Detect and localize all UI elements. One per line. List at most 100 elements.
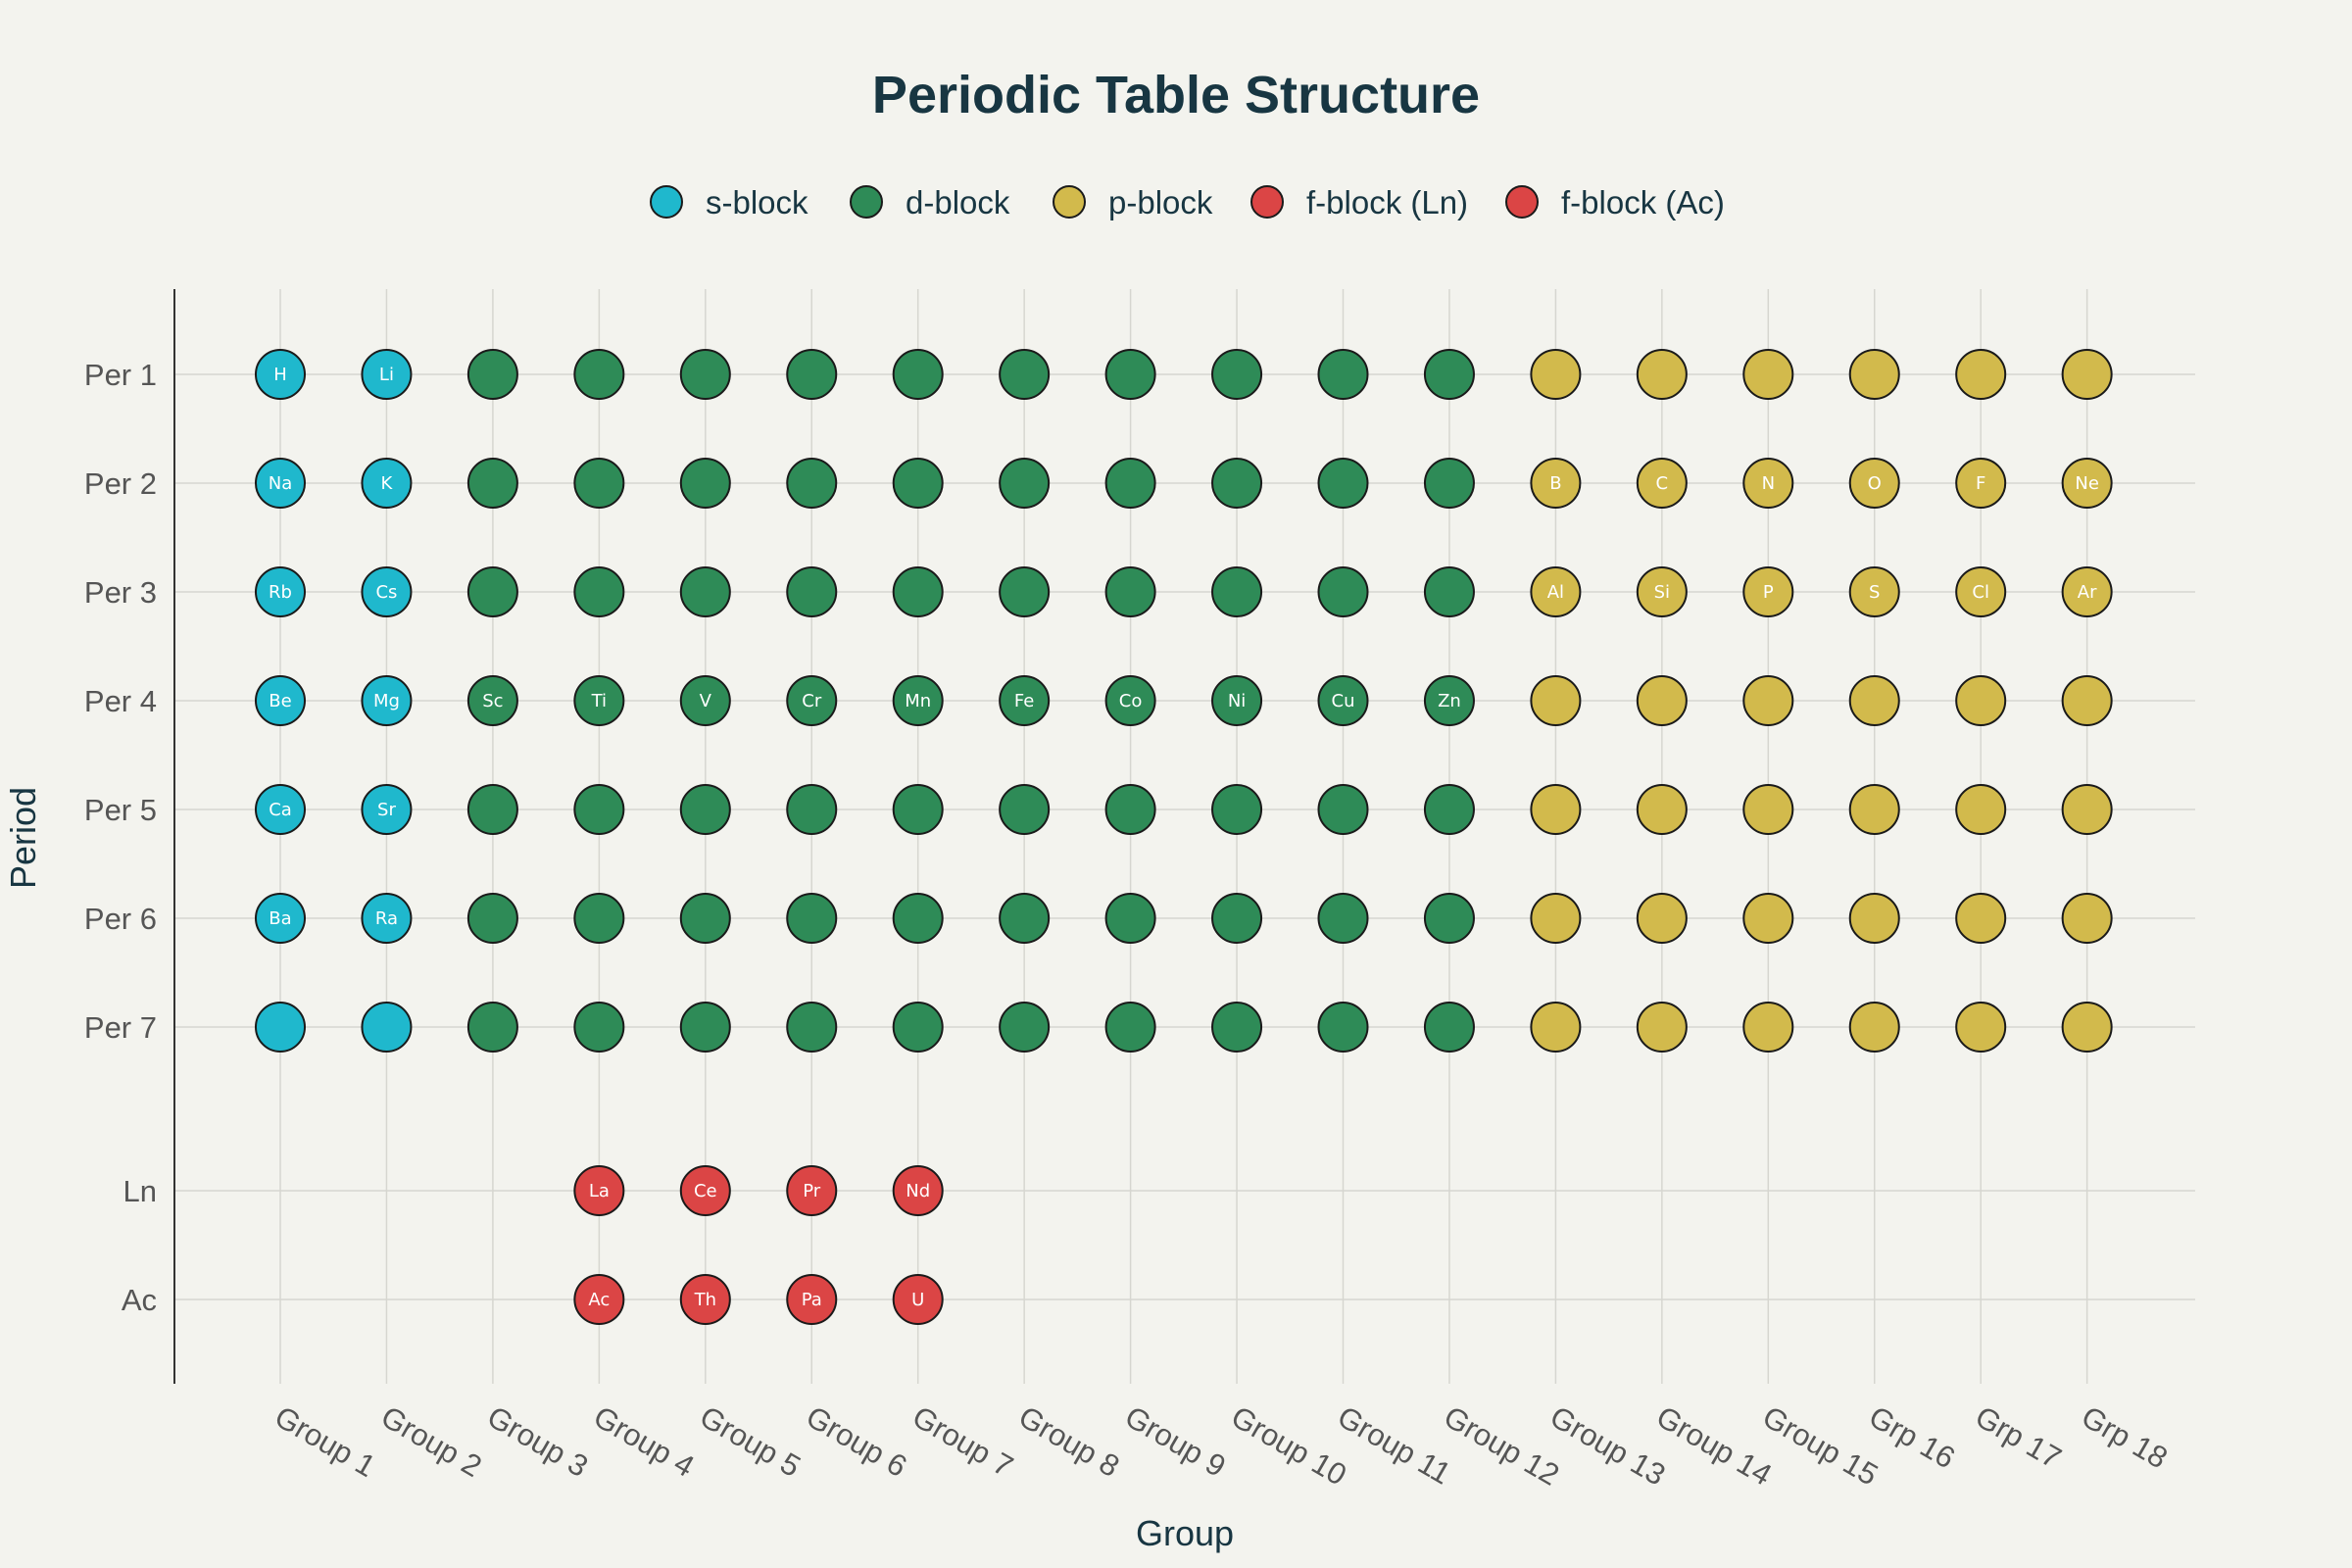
- data-point-label: Fe: [1014, 691, 1034, 711]
- data-point: [1317, 566, 1369, 617]
- legend-marker: [650, 185, 683, 219]
- data-point: [1742, 566, 1794, 617]
- data-point-label: Sr: [377, 800, 396, 820]
- x-tick-label: Group 2: [375, 1399, 488, 1484]
- data-point: [1423, 784, 1475, 835]
- data-point: [1955, 893, 2007, 944]
- data-point: [573, 1165, 625, 1216]
- data-point: [573, 566, 625, 617]
- legend-marker: [1505, 185, 1539, 219]
- x-tick-label: Group 10: [1226, 1399, 1352, 1493]
- y-tick-label: Per 6: [84, 902, 157, 936]
- data-point-label: F: [1976, 473, 1985, 494]
- data-point-label: Cs: [375, 582, 397, 603]
- data-point: [1742, 675, 1794, 726]
- data-point: [1211, 1002, 1263, 1053]
- data-point: [1104, 784, 1156, 835]
- data-point: [679, 1274, 731, 1325]
- legend-label: f-block (Ln): [1306, 184, 1468, 220]
- legend: s-block d-block p-block f-block (Ln) f-block…: [650, 184, 1725, 220]
- x-tick-label: Group 13: [1544, 1399, 1671, 1493]
- data-point: [573, 675, 625, 726]
- data-point: [1742, 458, 1794, 509]
- data-point-label: Nd: [906, 1181, 930, 1201]
- data-point: [1211, 349, 1263, 400]
- x-tick-label: Grp 17: [1970, 1399, 2068, 1476]
- legend-label: d-block: [906, 184, 1010, 220]
- data-point: [255, 566, 306, 617]
- data-point: [1530, 675, 1582, 726]
- legend-marker: [1053, 185, 1086, 219]
- data-point: [1636, 1002, 1688, 1053]
- x-tick-label: Group 9: [1119, 1399, 1232, 1484]
- data-point: [361, 458, 413, 509]
- data-point: [2061, 784, 2113, 835]
- data-point: [1104, 1002, 1156, 1053]
- data-point: [1104, 675, 1156, 726]
- data-point: [999, 566, 1051, 617]
- data-point: [361, 1002, 413, 1053]
- data-point: [1423, 566, 1475, 617]
- data-point: [1211, 893, 1263, 944]
- data-point: [1955, 458, 2007, 509]
- data-point: [1423, 675, 1475, 726]
- x-tick-label: Group 4: [588, 1399, 701, 1484]
- data-point: [999, 784, 1051, 835]
- y-tick-label: Ln: [123, 1174, 157, 1208]
- data-point: [255, 458, 306, 509]
- data-point: [1530, 566, 1582, 617]
- x-tick-label: Group 14: [1650, 1399, 1777, 1493]
- x-tick-label: Group 11: [1332, 1399, 1456, 1492]
- data-point-label: U: [911, 1290, 924, 1310]
- data-point-label: Ca: [269, 800, 292, 820]
- data-point: [1530, 349, 1582, 400]
- data-point: [1742, 349, 1794, 400]
- data-point: [466, 458, 518, 509]
- data-point: [892, 784, 944, 835]
- data-point: [466, 349, 518, 400]
- data-point: [892, 1274, 944, 1325]
- data-point: [361, 784, 413, 835]
- legend-label: p-block: [1108, 184, 1213, 220]
- data-point: [892, 675, 944, 726]
- x-axis-label: Group: [1136, 1513, 1234, 1553]
- chart-title: Periodic Table Structure: [872, 66, 1480, 124]
- data-point: [679, 784, 731, 835]
- x-tick-label: Group 8: [1013, 1399, 1126, 1484]
- data-point: [1848, 566, 1900, 617]
- data-point: [1848, 675, 1900, 726]
- data-point: [999, 893, 1051, 944]
- y-tick-label: Per 5: [84, 793, 157, 827]
- data-point: [1211, 458, 1263, 509]
- y-axis-label: Period: [3, 787, 43, 889]
- y-tick-label: Per 7: [84, 1010, 157, 1045]
- data-point-label: K: [381, 473, 394, 494]
- data-point: [573, 784, 625, 835]
- data-point: [1317, 675, 1369, 726]
- data-point-label: Ra: [375, 908, 398, 929]
- data-point-label: Ti: [591, 691, 607, 711]
- data-point: [2061, 893, 2113, 944]
- data-point: [466, 675, 518, 726]
- data-point: [573, 1274, 625, 1325]
- data-point: [1317, 784, 1369, 835]
- data-point: [1317, 349, 1369, 400]
- data-point-label: Na: [269, 473, 293, 494]
- data-point: [573, 458, 625, 509]
- data-point-label: Ne: [2075, 473, 2099, 494]
- data-point: [1530, 784, 1582, 835]
- data-points: H Li Na K Rb Cs Be Mg Ca Sr Ba Ra Sc Ti V Cr Mn Fe Co Ni Cu Z…: [255, 349, 2113, 1325]
- data-point: [361, 893, 413, 944]
- data-point: [1104, 349, 1156, 400]
- data-point: [255, 893, 306, 944]
- data-point: [679, 349, 731, 400]
- data-point: [1848, 1002, 1900, 1053]
- data-point: [361, 566, 413, 617]
- data-point: [1955, 675, 2007, 726]
- data-point-label: N: [1762, 473, 1775, 494]
- data-point-label: La: [589, 1181, 610, 1201]
- data-point: [1848, 349, 1900, 400]
- data-point: [2061, 1002, 2113, 1053]
